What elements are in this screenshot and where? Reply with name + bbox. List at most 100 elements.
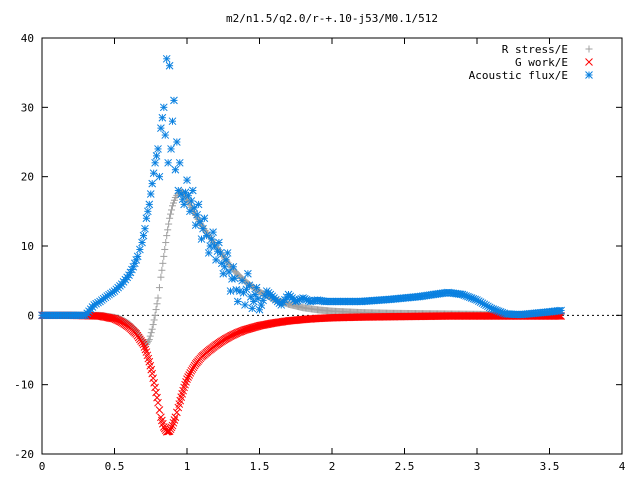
data-point	[219, 269, 228, 278]
data-point	[238, 276, 246, 285]
x-tick-label: 1	[184, 460, 191, 473]
data-point	[147, 329, 155, 337]
legend-label: G work/E	[515, 56, 568, 69]
data-point	[229, 262, 238, 271]
data-point	[150, 316, 158, 324]
y-tick-label: -20	[14, 448, 34, 461]
data-point	[170, 96, 178, 105]
data-point	[155, 284, 163, 292]
data-point	[183, 176, 191, 184]
data-point	[248, 304, 257, 313]
data-point	[155, 172, 164, 181]
x-tick-label: 4	[619, 460, 626, 473]
data-point	[204, 249, 213, 257]
legend-marker	[585, 71, 593, 79]
data-point	[190, 204, 199, 212]
data-point	[222, 256, 231, 264]
data-point	[254, 294, 262, 303]
data-point	[186, 207, 194, 216]
data-point	[215, 238, 223, 247]
data-point	[175, 158, 184, 167]
data-point	[133, 252, 142, 261]
data-point	[163, 232, 171, 240]
data-point	[140, 343, 149, 351]
data-point	[159, 259, 167, 267]
series-1	[38, 311, 565, 436]
data-point	[233, 297, 242, 306]
data-point	[230, 274, 239, 283]
data-point	[181, 380, 189, 389]
data-point	[185, 371, 194, 379]
data-point	[158, 113, 167, 122]
data-point	[245, 281, 254, 290]
data-point	[154, 398, 162, 407]
legend-label: R stress/E	[502, 43, 568, 56]
data-point	[216, 249, 225, 257]
data-point	[153, 300, 161, 308]
data-point	[141, 345, 150, 354]
data-point	[146, 190, 155, 198]
data-point	[167, 210, 175, 218]
data-point	[197, 235, 206, 243]
series-2	[38, 54, 565, 320]
data-point	[153, 393, 161, 402]
data-point	[162, 239, 170, 247]
data-point	[199, 224, 207, 233]
data-point	[146, 332, 154, 340]
data-point	[194, 200, 203, 209]
data-point	[139, 340, 148, 349]
y-tick-label: 30	[21, 101, 34, 114]
data-point	[165, 61, 174, 70]
data-point	[164, 226, 172, 234]
data-point	[182, 378, 190, 386]
data-point	[172, 138, 181, 146]
data-point	[142, 214, 151, 223]
data-point	[150, 378, 158, 387]
data-point	[183, 375, 191, 383]
data-point	[186, 369, 195, 377]
data-point	[251, 290, 260, 299]
data-point	[138, 238, 146, 247]
data-point	[136, 245, 144, 254]
x-tick-label: 0.5	[105, 460, 125, 473]
data-point	[171, 165, 180, 174]
data-point	[165, 427, 174, 435]
x-tick-label: 0	[39, 460, 46, 473]
data-point	[170, 416, 179, 424]
data-point	[152, 152, 161, 160]
data-point	[151, 383, 159, 392]
legend-marker	[585, 58, 593, 66]
series-0	[38, 188, 565, 348]
data-point	[241, 301, 249, 309]
data-point	[225, 268, 233, 276]
legend-marker	[585, 45, 593, 53]
data-point	[242, 285, 251, 294]
data-point	[200, 214, 209, 223]
data-point	[159, 103, 168, 112]
y-tick-label: 10	[21, 240, 34, 253]
data-point	[152, 388, 160, 397]
data-point	[162, 54, 171, 63]
data-point	[157, 273, 165, 281]
data-point	[148, 325, 156, 333]
data-point	[220, 262, 229, 271]
data-point	[151, 311, 159, 319]
chart-title: m2/n1.5/q2.0/r-+.10-j53/M0.1/512	[226, 12, 438, 25]
data-point	[180, 383, 188, 392]
data-point	[191, 221, 200, 230]
y-tick-label: 20	[21, 171, 34, 184]
data-point	[143, 207, 152, 216]
data-point	[161, 131, 170, 139]
x-axis: 0 0.5 1 1.5 2 2.5 3 3.5 4	[39, 38, 626, 473]
data-point	[145, 200, 154, 209]
y-tick-label: 0	[27, 309, 34, 322]
plot-frame	[41, 37, 623, 455]
data-point	[149, 321, 157, 329]
data-point	[244, 269, 252, 278]
x-tick-label: 2	[329, 460, 336, 473]
data-point	[149, 374, 158, 383]
data-point	[167, 423, 176, 432]
data-point	[148, 179, 157, 188]
data-point	[152, 306, 160, 314]
